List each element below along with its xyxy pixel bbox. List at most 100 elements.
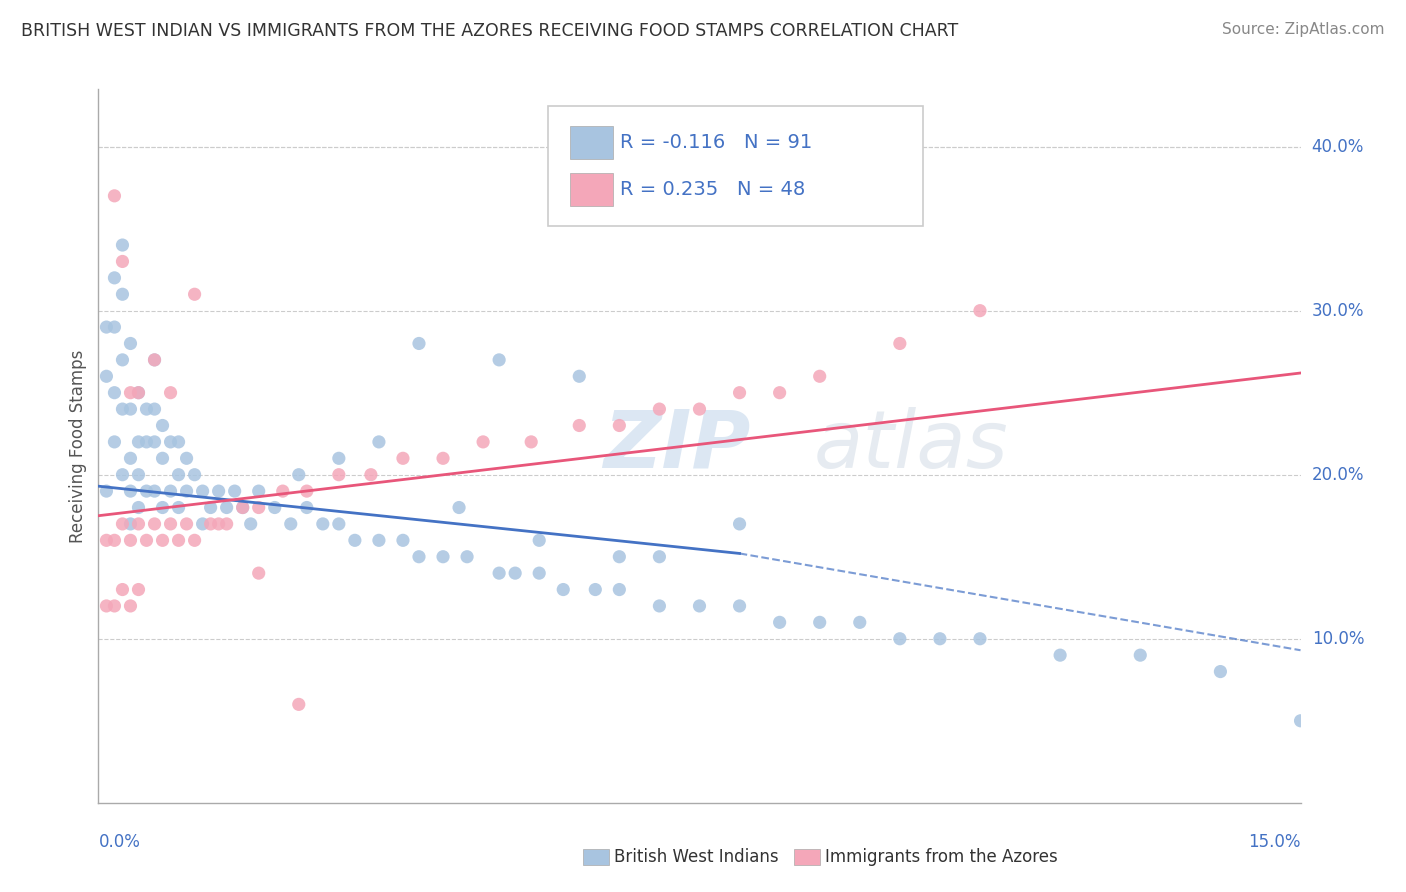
Point [529,566,551,581]
Point [183,287,205,301]
Point [111,516,134,531]
Point [343,533,366,548]
Point [183,533,205,548]
Point [103,385,125,400]
Point [120,336,142,351]
Point [215,516,238,531]
Point [167,467,190,482]
Point [111,254,134,268]
Point [208,516,231,531]
Point [1049,648,1071,662]
Text: 0.0%: 0.0% [98,833,141,851]
Point [191,516,214,531]
Point [568,418,591,433]
Point [312,516,335,531]
Point [96,369,118,384]
Point [408,549,430,564]
Point [128,385,150,400]
Point [1289,714,1312,728]
Point [728,516,751,531]
Point [609,549,631,564]
Point [103,434,125,449]
Point [128,582,150,597]
Point [889,632,911,646]
Point [728,385,751,400]
Point [152,418,174,433]
Point [143,484,166,499]
Point [143,402,166,417]
Point [224,484,246,499]
Point [152,500,174,515]
Point [135,484,157,499]
Point [392,533,415,548]
Point [143,434,166,449]
Point [159,385,181,400]
Point [152,533,174,548]
Point [768,385,790,400]
Point [1209,665,1232,679]
Point [96,533,118,548]
Y-axis label: Receiving Food Stamps: Receiving Food Stamps [69,350,87,542]
Point [456,549,478,564]
Point [183,467,205,482]
Point [208,484,231,499]
Point [128,467,150,482]
Point [392,451,415,466]
Point [167,434,190,449]
Point [135,533,157,548]
Point [568,369,591,384]
Point [688,599,710,613]
Point [529,533,551,548]
Point [120,533,142,548]
Point [295,484,318,499]
Point [232,500,254,515]
Point [969,303,991,318]
Point [288,467,311,482]
Point [728,599,751,613]
Point [128,516,150,531]
Point [889,336,911,351]
Point [120,402,142,417]
Point [368,533,391,548]
Point [200,516,222,531]
Text: ZIP: ZIP [603,407,751,485]
Point [280,516,302,531]
Text: British West Indians: British West Indians [614,848,779,866]
Point [167,533,190,548]
Point [176,451,198,466]
Text: BRITISH WEST INDIAN VS IMMIGRANTS FROM THE AZORES RECEIVING FOOD STAMPS CORRELAT: BRITISH WEST INDIAN VS IMMIGRANTS FROM T… [21,22,959,40]
Point [103,599,125,613]
Point [128,385,150,400]
Point [143,352,166,367]
Point [239,516,262,531]
Point [648,549,671,564]
Point [288,698,311,712]
Point [247,484,270,499]
Point [103,189,125,203]
Point [111,467,134,482]
Point [368,434,391,449]
Point [328,451,350,466]
Point [1129,648,1152,662]
Point [103,533,125,548]
Point [849,615,872,630]
Point [609,582,631,597]
Point [328,467,350,482]
Point [159,516,181,531]
Point [295,500,318,515]
Point [648,599,671,613]
Point [111,287,134,301]
Point [128,434,150,449]
Point [96,320,118,334]
Point [96,484,118,499]
Point [96,599,118,613]
Point [360,467,382,482]
Point [215,500,238,515]
Point [111,402,134,417]
Point [432,549,454,564]
Point [176,516,198,531]
Text: Immigrants from the Azores: Immigrants from the Azores [825,848,1059,866]
Point [143,516,166,531]
Point [969,632,991,646]
Text: R = 0.235   N = 48: R = 0.235 N = 48 [620,179,806,199]
